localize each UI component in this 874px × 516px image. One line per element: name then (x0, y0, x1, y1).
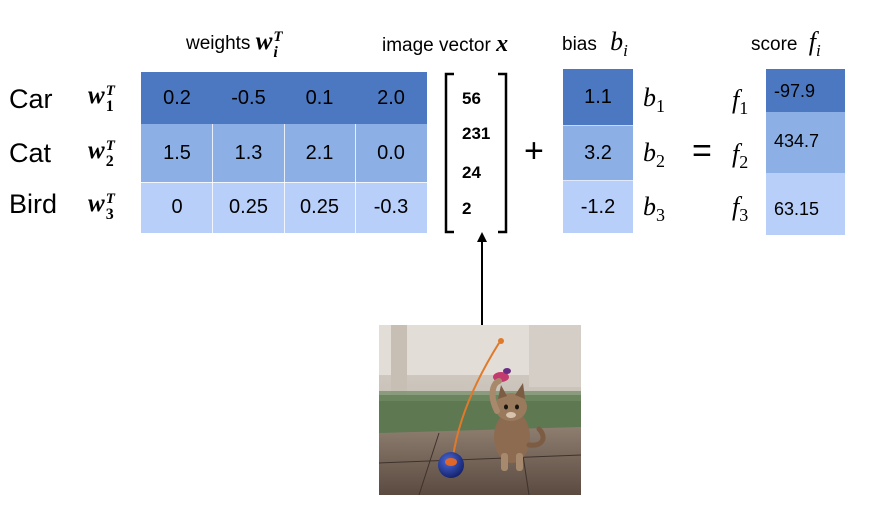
score-label-2-sub: 2 (739, 152, 749, 173)
score-label-1-base: f (732, 85, 740, 114)
bias-vector: 1.1 3.2 -1.2 (563, 69, 633, 233)
image-vector-value: 24 (462, 163, 481, 182)
weights-header-sup: T (273, 29, 283, 45)
weight-symbol-1-sup: T (105, 83, 115, 99)
score-cell-2: 434.7 (766, 112, 845, 173)
score-header-symbol-base: f (808, 27, 816, 56)
bias-label-3: b3 (643, 193, 665, 229)
bias-cell: -1.2 (563, 180, 633, 233)
score-label-3: f3 (732, 193, 748, 229)
bias-label-1-sub: 1 (656, 96, 665, 117)
weight-symbol-2-sup: T (105, 138, 115, 154)
weight-symbol-2-base: w (88, 137, 105, 164)
score-label-3-sub: 3 (739, 205, 749, 226)
score-value: 434.7 (774, 131, 820, 151)
plus-operator: + (524, 132, 544, 170)
weight-symbol-1-base: w (88, 82, 105, 109)
weight-cell: 0.2 (163, 86, 191, 109)
class-label-car: Car (9, 84, 53, 114)
bias-label-3-base: b (643, 192, 656, 221)
score-header-text: score (751, 34, 798, 55)
score-cell-3: 63.15 (766, 173, 845, 235)
bias-header-sub: i (623, 41, 628, 61)
weight-matrix: 0.2 -0.5 0.1 2.0 1.5 1.3 2.1 0.0 0 0.25 … (141, 72, 427, 233)
weight-cell: 0.25 (300, 196, 339, 218)
weight-cell: 0.0 (377, 141, 405, 164)
bias-label-2: b2 (643, 139, 665, 175)
image-vector-header-symbol: x (496, 31, 509, 57)
score-cell-1: -97.9 (766, 69, 845, 112)
weight-symbol-3-sub: 3 (105, 206, 114, 223)
equals-operator: = (692, 132, 712, 170)
weight-symbol-2-sub: 2 (105, 153, 114, 170)
weight-cell: 0.1 (305, 86, 334, 109)
weight-symbol-1-sub: 1 (105, 98, 114, 115)
weight-cell: 1.3 (234, 141, 263, 164)
bias-header-symbol: bi (610, 27, 628, 61)
weight-cell: 0.25 (229, 196, 268, 218)
kitten-photo (379, 325, 581, 495)
score-value: -97.9 (774, 81, 816, 101)
score-label-3-base: f (732, 192, 740, 221)
weight-symbol-3-sup: T (105, 191, 115, 207)
weight-grid-line (355, 124, 356, 233)
weight-row-1 (141, 72, 427, 124)
bias-label-3-sub: 3 (656, 205, 665, 226)
weight-symbol-3-base: w (88, 190, 105, 217)
score-label-1-sub: 1 (739, 98, 749, 119)
bias-cell: 1.1 (563, 69, 633, 125)
image-vector-header: image vector x (382, 31, 509, 57)
weights-header-text: weights (186, 33, 251, 54)
weight-grid-line (212, 124, 213, 233)
image-vector-value: 56 (462, 89, 481, 108)
image-vector-header-text: image vector (382, 35, 491, 56)
vector-brackets (444, 72, 508, 234)
score-label-2: f2 (732, 140, 748, 176)
weight-cell: 2.0 (377, 86, 405, 109)
bias-header: bias bi (562, 29, 628, 62)
score-label-1: f1 (732, 86, 748, 122)
weight-cell: 0 (171, 196, 183, 218)
bias-label-2-base: b (643, 138, 656, 167)
image-vector-value: 2 (462, 199, 472, 218)
bias-cell: 3.2 (563, 125, 633, 180)
score-header-symbol: fi (808, 27, 821, 61)
weights-header-sub: i (273, 44, 278, 61)
bias-label-2-sub: 2 (656, 151, 665, 172)
weight-cell: 2.1 (305, 141, 334, 164)
weight-cell: -0.5 (231, 86, 266, 109)
score-label-2-base: f (732, 139, 740, 168)
score-header: score fi (751, 29, 821, 62)
class-label-bird: Bird (9, 189, 58, 219)
arrow-up-icon (477, 232, 487, 328)
weight-cell: -0.3 (373, 196, 409, 218)
weight-grid-line (141, 182, 427, 183)
weight-cell: 1.5 (163, 141, 191, 164)
class-label-cat: Cat (9, 138, 52, 168)
bias-label-1: b1 (643, 84, 665, 120)
score-header-sub: i (815, 41, 821, 61)
score-value: 63.15 (774, 199, 820, 219)
weights-header-symbol-base: w (255, 28, 273, 55)
weight-grid-line (284, 124, 285, 233)
bias-header-text: bias (562, 34, 597, 55)
image-vector-value: 231 (462, 124, 491, 143)
bias-label-1-base: b (643, 83, 656, 112)
bias-header-symbol-base: b (610, 27, 624, 56)
